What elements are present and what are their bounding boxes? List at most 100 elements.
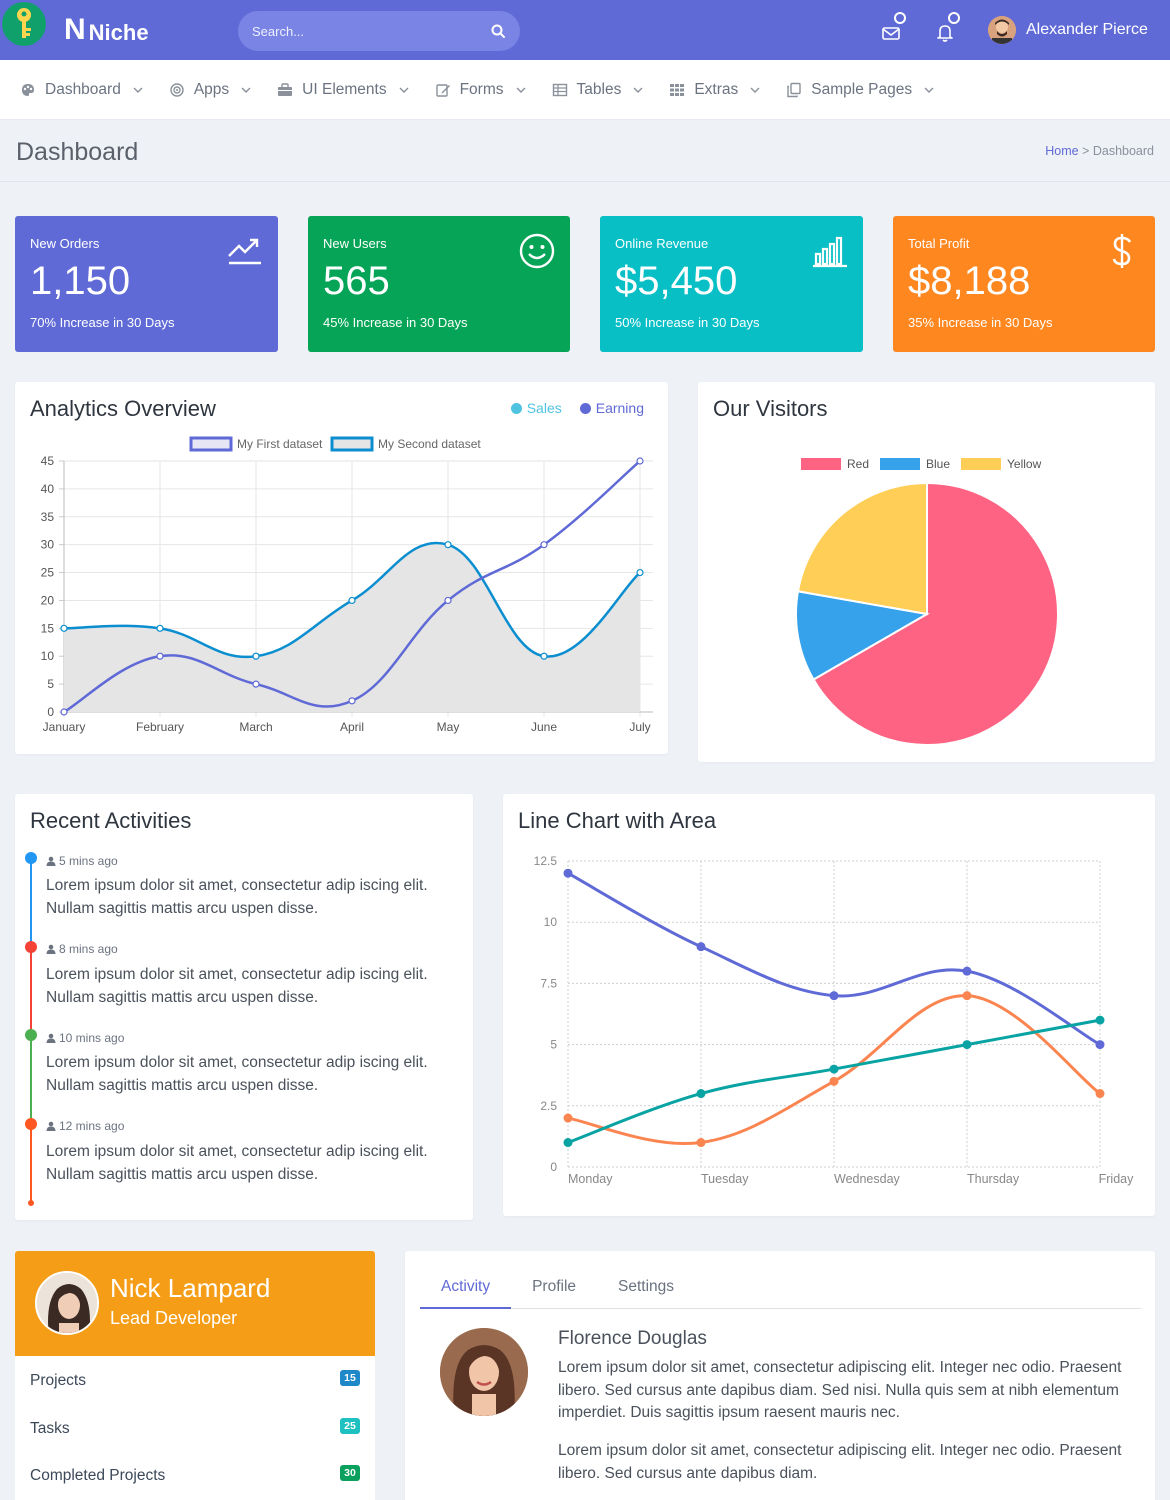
- data-point: [348, 596, 356, 605]
- key-logo-icon[interactable]: [2, 2, 46, 46]
- target-icon: [170, 82, 184, 97]
- data-point: [696, 1089, 706, 1099]
- legend-earning[interactable]: Earning: [579, 400, 644, 416]
- grid-icon: [670, 83, 685, 96]
- activity-text: Lorem ipsum dolor sit amet, consectetur …: [46, 877, 428, 917]
- user-icon: [46, 1033, 56, 1043]
- stat-card-new-orders: New Orders 1,150 70% Increase in 30 Days: [15, 216, 278, 352]
- data-point: [563, 1113, 573, 1123]
- chevron-down-icon: [516, 87, 526, 93]
- search-icon[interactable]: [490, 23, 506, 39]
- data-point: [156, 624, 164, 632]
- nav-item-apps[interactable]: Apps: [169, 81, 251, 99]
- nav-item-forms[interactable]: Forms: [435, 81, 526, 99]
- chevron-down-icon: [750, 87, 760, 93]
- user-menu[interactable]: Alexander Pierce: [988, 16, 1148, 44]
- card-title: Analytics Overview: [30, 396, 216, 421]
- count-badge: 30: [340, 1465, 360, 1481]
- profile-row-projects[interactable]: Projects 15: [30, 1370, 360, 1390]
- tab-activity[interactable]: Activity: [420, 1271, 512, 1309]
- legend-dot-icon: [579, 402, 591, 414]
- page-title: Dashboard: [16, 138, 139, 166]
- legend-swatch: [961, 458, 1001, 470]
- x-tick-label: July: [629, 720, 650, 734]
- count-badge: 15: [340, 1370, 360, 1386]
- profile-card-header: Nick Lampard Lead Developer: [15, 1251, 375, 1356]
- data-point: [156, 652, 164, 660]
- data-point: [962, 966, 972, 976]
- notification-dot: [948, 12, 960, 24]
- legend-sales[interactable]: Sales: [510, 400, 562, 416]
- data-point: [829, 1064, 839, 1074]
- brand-name: Niche: [88, 20, 149, 45]
- data-point: [252, 680, 260, 688]
- y-tick-label: 10: [544, 915, 558, 929]
- series-area: [64, 542, 640, 712]
- breadcrumb-home-link[interactable]: Home: [1045, 144, 1079, 158]
- y-tick-label: 15: [41, 621, 55, 635]
- nav-item-tables[interactable]: Tables: [552, 81, 644, 99]
- chevron-down-icon: [133, 87, 143, 93]
- mail-icon[interactable]: [878, 12, 906, 44]
- chevron-down-icon: [633, 87, 643, 93]
- stat-label: Online Revenue: [615, 236, 709, 251]
- nav-item-extras[interactable]: Extras: [669, 81, 760, 99]
- nav-label: Forms: [459, 80, 504, 98]
- nav-item-ui-elements[interactable]: UI Elements: [277, 81, 409, 99]
- profile-row-completed-projects[interactable]: Completed Projects 30: [30, 1465, 360, 1485]
- legend-label: Sales: [526, 400, 562, 416]
- x-tick-label: April: [340, 720, 364, 734]
- data-point: [962, 1040, 972, 1050]
- y-tick-label: 0: [550, 1160, 557, 1174]
- smile-icon: [519, 233, 555, 269]
- x-tick-label: May: [437, 720, 460, 734]
- data-point: [829, 991, 839, 1001]
- tab-settings[interactable]: Settings: [618, 1278, 675, 1295]
- profile-role: Lead Developer: [110, 1308, 238, 1328]
- line-chart-area-card: Line Chart with Area 0 2.5 5 7.5 10 12.5 Monda…: [503, 794, 1155, 1216]
- nav-item-sample-pages[interactable]: Sample Pages: [786, 81, 934, 99]
- nav-label: Sample Pages: [811, 80, 913, 98]
- activity-time: 10 mins ago: [46, 1031, 124, 1045]
- tab-profile[interactable]: Profile: [532, 1278, 577, 1295]
- post-avatar[interactable]: [440, 1328, 528, 1416]
- profile-avatar[interactable]: [35, 1271, 99, 1335]
- stat-label: Total Profit: [908, 236, 970, 251]
- y-tick-label: 20: [41, 593, 55, 607]
- nav-label: Extras: [694, 80, 739, 98]
- legend-label: My First dataset: [237, 437, 323, 451]
- pie-slice: [812, 481, 1059, 746]
- count-badge: 25: [340, 1418, 360, 1434]
- search-input[interactable]: [252, 23, 490, 39]
- pie-slice: [795, 590, 930, 681]
- stat-subtext: 70% Increase in 30 Days: [30, 315, 175, 330]
- x-tick-label: Friday: [1099, 1172, 1134, 1186]
- stat-label: New Users: [323, 236, 387, 251]
- profile-row-tasks[interactable]: Tasks 25: [30, 1418, 360, 1438]
- line-area-chart: 0 2.5 5 7.5 10 12.5 Monday Tuesday Wednesday Thur…: [534, 854, 1134, 1186]
- analytics-overview-card: Analytics Overview Sales Earning My Firs…: [15, 382, 668, 754]
- activity-text: Lorem ipsum dolor sit amet, consectetur …: [46, 966, 428, 1006]
- analytics-line-chart: My First dataset My Second dataset 0 5 10 15 2…: [41, 436, 653, 734]
- y-tick-label: 25: [41, 566, 55, 580]
- timeline-dot: [25, 941, 37, 953]
- data-point: [563, 1138, 573, 1148]
- bell-icon[interactable]: [932, 12, 960, 44]
- stat-card-total-profit: Total Profit $8,188 35% Increase in 30 D…: [893, 216, 1155, 352]
- chevron-down-icon: [399, 87, 409, 93]
- nav-label: Dashboard: [45, 80, 121, 98]
- profile-name: Nick Lampard: [110, 1273, 271, 1303]
- timeline-dot: [25, 852, 37, 864]
- legend-label: Yellow: [1007, 457, 1042, 471]
- profile-row-label: Projects: [30, 1372, 86, 1389]
- legend-label: Earning: [595, 400, 644, 416]
- brand-logo[interactable]: N Niche: [64, 13, 149, 46]
- brand-letter: N: [64, 13, 86, 46]
- activity-time-text: 5 mins ago: [59, 854, 118, 868]
- activity-tabs-card: Activity Profile Settings Florence Dougl…: [405, 1251, 1155, 1500]
- y-tick-label: 10: [41, 649, 55, 663]
- activity-time-text: 8 mins ago: [59, 942, 118, 956]
- y-tick-label: 5: [550, 1038, 557, 1052]
- legend-swatch: [801, 458, 841, 470]
- nav-item-dashboard[interactable]: Dashboard: [20, 81, 143, 99]
